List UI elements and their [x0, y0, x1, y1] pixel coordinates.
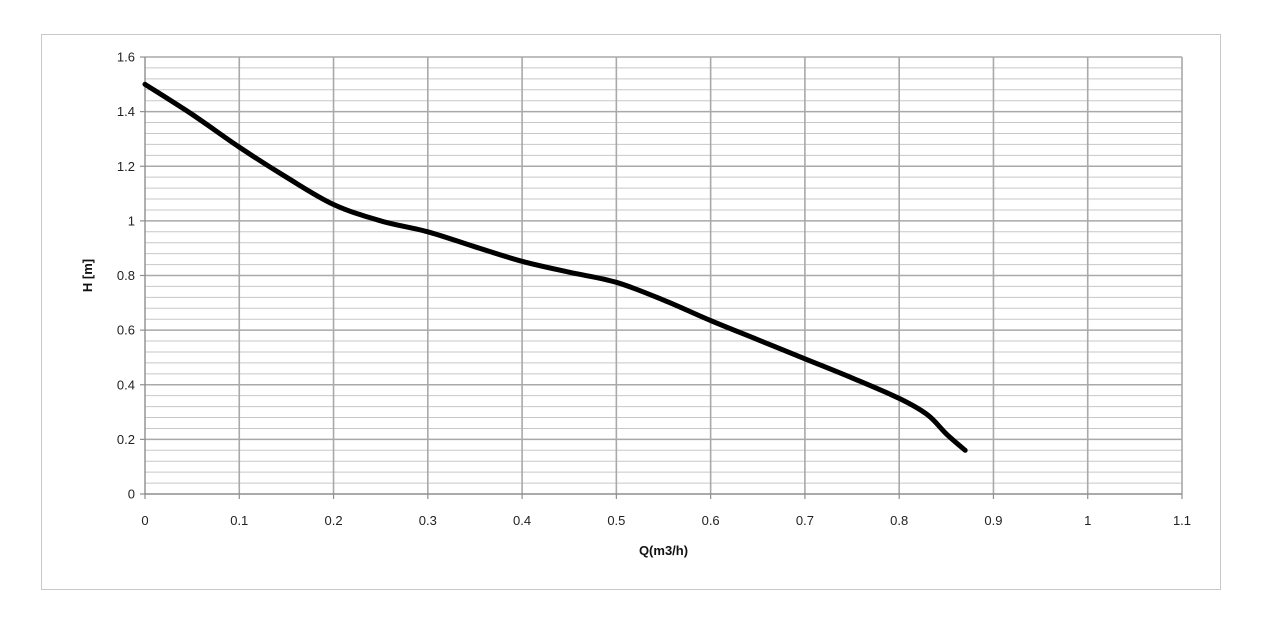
x-tick-label: 0.7	[796, 513, 814, 528]
y-tick-label: 0	[128, 487, 135, 502]
y-tick-label: 0.8	[117, 268, 135, 283]
y-tick-label: 0.6	[117, 323, 135, 338]
x-tick-label: 0.8	[890, 513, 908, 528]
x-tick-label: 0.2	[325, 513, 343, 528]
x-tick-label: 0.1	[230, 513, 248, 528]
series	[142, 81, 968, 453]
y-tick-label: 0.4	[117, 377, 135, 392]
x-tick-label: 0.4	[513, 513, 531, 528]
y-axis-title: H [m]	[80, 259, 95, 292]
y-tick-label: 1.6	[117, 50, 135, 65]
x-tick-label: 0.3	[419, 513, 437, 528]
x-axis-title: Q(m3/h)	[639, 543, 688, 558]
axes	[140, 56, 1183, 499]
x-tick-labels: 0 0.1 0.2 0.3 0.4 0.5 0.6 0.7 0.8 0.9 1 1.1	[141, 513, 1191, 528]
y-tick-labels: 0 0.2 0.4 0.6 0.8 1 1.2 1.4 1.6	[117, 50, 135, 502]
x-tick-label: 1	[1084, 513, 1091, 528]
x-tick-label: 0.5	[607, 513, 625, 528]
series-line	[142, 81, 968, 453]
x-tick-label: 0	[141, 513, 148, 528]
x-tick-label: 0.9	[984, 513, 1002, 528]
grid	[145, 56, 1183, 494]
y-tick-label: 1.2	[117, 159, 135, 174]
x-tick-label: 0.6	[702, 513, 720, 528]
x-tick-label: 1.1	[1173, 513, 1191, 528]
y-tick-label: 1.4	[117, 104, 135, 119]
chart-frame	[41, 34, 1221, 590]
y-tick-label: 1	[128, 213, 135, 228]
y-tick-label: 0.2	[117, 432, 135, 447]
